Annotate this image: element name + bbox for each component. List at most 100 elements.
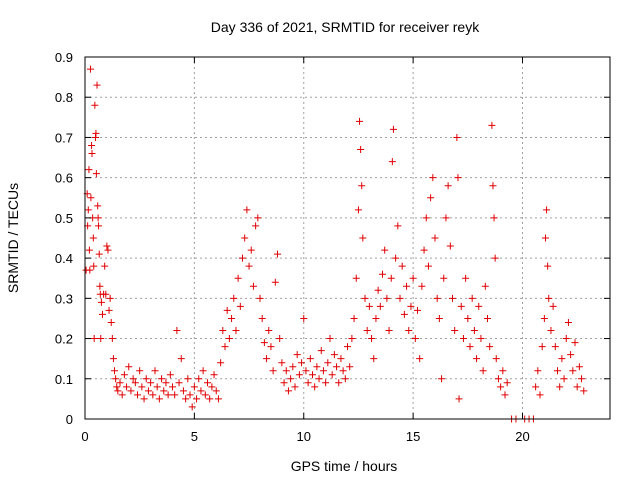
data-point — [295, 371, 303, 379]
data-point — [457, 302, 465, 310]
data-point — [291, 383, 299, 391]
data-point — [245, 262, 253, 270]
data-point — [208, 383, 216, 391]
data-point — [274, 250, 281, 258]
data-point — [573, 383, 581, 391]
data-point — [280, 379, 288, 387]
data-point — [210, 371, 218, 379]
data-point — [489, 182, 497, 190]
data-point — [219, 327, 227, 335]
data-point — [151, 367, 159, 375]
data-point — [497, 383, 505, 391]
data-point — [160, 387, 168, 395]
data-point — [374, 286, 382, 294]
data-point — [86, 266, 94, 274]
data-point — [381, 246, 389, 254]
data-point — [449, 294, 456, 302]
data-point — [455, 395, 463, 403]
data-point — [396, 294, 404, 302]
y-tick-label: 0.9 — [55, 50, 73, 65]
data-point — [580, 387, 588, 395]
data-point — [491, 254, 499, 262]
y-tick-label: 0.8 — [55, 90, 73, 105]
data-point — [311, 383, 319, 391]
y-tick-label: 0 — [66, 412, 73, 427]
data-point — [158, 375, 166, 383]
data-point — [556, 383, 564, 391]
data-point — [186, 391, 194, 399]
data-point — [532, 383, 540, 391]
data-point — [446, 242, 454, 250]
data-point — [466, 343, 474, 351]
plot-frame — [84, 56, 611, 420]
data-point — [108, 335, 116, 343]
data-point — [254, 214, 262, 222]
data-point — [564, 318, 572, 326]
data-point — [547, 327, 555, 335]
data-point — [361, 294, 369, 302]
data-point — [558, 355, 566, 363]
data-point — [503, 379, 511, 387]
data-point — [260, 339, 268, 347]
y-tick-label: 0.4 — [55, 251, 73, 266]
data-point — [400, 310, 408, 318]
data-point — [95, 222, 103, 230]
data-point — [118, 391, 126, 399]
data-point — [422, 214, 430, 222]
data-point — [383, 294, 391, 302]
data-point — [490, 214, 498, 222]
data-point — [190, 383, 198, 391]
data-point — [330, 351, 338, 359]
data-point — [232, 327, 240, 335]
data-point — [298, 359, 306, 367]
data-point — [549, 302, 557, 310]
data-point — [394, 222, 402, 230]
data-point — [543, 206, 551, 214]
data-point — [354, 206, 362, 214]
data-point — [225, 335, 233, 343]
data-point — [276, 335, 284, 343]
data-point — [86, 65, 94, 73]
data-point — [414, 306, 421, 314]
data-point — [96, 282, 104, 290]
data-point — [473, 355, 481, 363]
data-point — [94, 202, 102, 210]
data-point — [499, 367, 507, 375]
data-point — [376, 302, 384, 310]
data-point — [339, 367, 347, 375]
chart-title: Day 336 of 2021, SRMTID for receiver rey… — [211, 19, 480, 35]
data-point — [201, 391, 209, 399]
data-point — [468, 294, 476, 302]
data-point — [481, 282, 489, 290]
data-point — [420, 246, 428, 254]
data-point — [173, 327, 181, 335]
data-point — [431, 234, 439, 242]
data-point — [337, 355, 345, 363]
data-point — [97, 335, 105, 343]
data-point — [289, 363, 297, 371]
data-point — [398, 262, 406, 270]
data-point — [319, 367, 327, 375]
data-point — [282, 367, 290, 375]
data-point — [129, 375, 137, 383]
data-point — [328, 371, 336, 379]
data-point — [545, 294, 553, 302]
data-point — [103, 242, 111, 250]
data-point — [153, 383, 161, 391]
data-point — [234, 274, 242, 282]
data-point — [464, 314, 472, 322]
data-point — [551, 343, 559, 351]
data-point — [403, 282, 411, 290]
data-point — [578, 375, 586, 383]
data-point — [411, 335, 419, 343]
data-point — [120, 371, 128, 379]
data-point — [357, 146, 365, 154]
data-point — [88, 141, 96, 149]
data-point — [249, 282, 257, 290]
data-point — [90, 262, 98, 270]
y-tick-label: 0.5 — [55, 211, 73, 226]
data-point — [453, 133, 461, 141]
data-point — [567, 351, 575, 359]
axes: 0 0.1 0.2 0.3 0.4 0.5 0.6 0.7 0.8 0.9 0 5 10 15 20 — [55, 50, 611, 444]
